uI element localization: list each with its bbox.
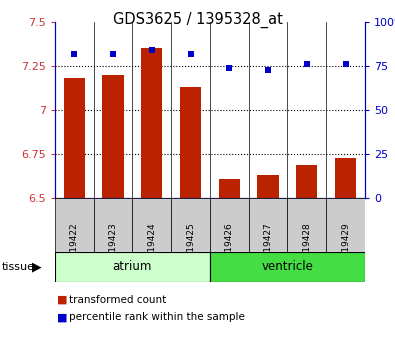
Bar bbox=[288, 198, 326, 252]
Text: transformed count: transformed count bbox=[69, 295, 166, 305]
Bar bbox=[141, 48, 162, 198]
Text: GSM119427: GSM119427 bbox=[263, 222, 273, 277]
Point bbox=[187, 51, 194, 57]
Text: ventricle: ventricle bbox=[261, 261, 313, 274]
Bar bbox=[64, 78, 85, 198]
Bar bbox=[335, 158, 356, 198]
Bar bbox=[171, 198, 210, 252]
Bar bbox=[210, 198, 249, 252]
Text: GSM119422: GSM119422 bbox=[70, 222, 79, 277]
Bar bbox=[210, 252, 365, 282]
Bar bbox=[249, 198, 288, 252]
Text: ■: ■ bbox=[57, 295, 68, 305]
Text: GSM119424: GSM119424 bbox=[147, 222, 156, 277]
Point bbox=[265, 67, 271, 72]
Text: GSM119423: GSM119423 bbox=[109, 222, 118, 277]
Point bbox=[304, 61, 310, 67]
Bar bbox=[55, 198, 94, 252]
Bar bbox=[296, 165, 318, 198]
Point bbox=[226, 65, 233, 70]
Point bbox=[342, 61, 349, 67]
Bar bbox=[326, 198, 365, 252]
Text: tissue: tissue bbox=[2, 262, 35, 272]
Text: percentile rank within the sample: percentile rank within the sample bbox=[69, 312, 245, 322]
Point bbox=[110, 51, 116, 57]
Text: ▶: ▶ bbox=[32, 261, 41, 274]
Bar bbox=[258, 175, 279, 198]
Text: GSM119429: GSM119429 bbox=[341, 222, 350, 277]
Text: GSM119428: GSM119428 bbox=[302, 222, 311, 277]
Text: GDS3625 / 1395328_at: GDS3625 / 1395328_at bbox=[113, 11, 282, 28]
Bar bbox=[94, 198, 132, 252]
Bar bbox=[180, 87, 201, 198]
Text: ■: ■ bbox=[57, 312, 68, 322]
Text: GSM119426: GSM119426 bbox=[225, 222, 234, 277]
Point bbox=[71, 51, 77, 57]
Text: atrium: atrium bbox=[113, 261, 152, 274]
Bar bbox=[102, 75, 124, 198]
Bar bbox=[219, 179, 240, 198]
Point bbox=[149, 47, 155, 53]
Text: GSM119425: GSM119425 bbox=[186, 222, 195, 277]
Bar bbox=[55, 252, 210, 282]
Bar bbox=[132, 198, 171, 252]
